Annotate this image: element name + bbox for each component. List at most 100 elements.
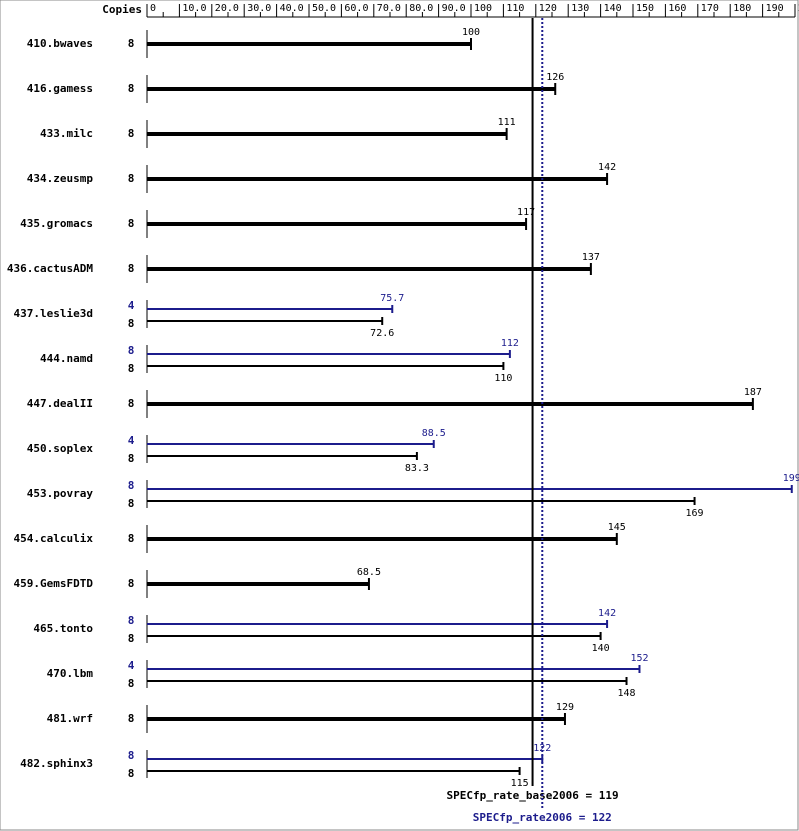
copies: 8 [128, 532, 135, 545]
copies: 8 [128, 632, 135, 645]
bar [147, 680, 627, 682]
value-label: 145 [608, 522, 626, 533]
bar [147, 308, 393, 310]
bar [147, 267, 591, 271]
bar [147, 353, 510, 355]
bar [147, 623, 608, 625]
x-tick-label: 10.0 [182, 3, 206, 14]
value-label: 122 [533, 743, 551, 754]
x-tick-label: 50.0 [312, 3, 336, 14]
x-tick-label: 140 [604, 3, 622, 14]
benchmark-name: 434.zeusmp [27, 172, 94, 185]
x-tick-label: 30.0 [247, 3, 271, 14]
copies: 8 [128, 172, 135, 185]
benchmark-name: 481.wrf [47, 712, 93, 725]
value-label: 117 [517, 207, 535, 218]
value-label: 83.3 [405, 463, 429, 474]
copies: 8 [128, 577, 135, 590]
copies: 8 [128, 452, 135, 465]
copies: 8 [128, 37, 135, 50]
value-label: 88.5 [422, 428, 446, 439]
x-tick-label: 70.0 [377, 3, 401, 14]
benchmark-name: 470.lbm [47, 667, 94, 680]
copies: 8 [128, 317, 135, 330]
benchmark-name: 454.calculix [14, 532, 94, 545]
benchmark-name: 450.soplex [27, 442, 94, 455]
copies: 8 [128, 362, 135, 375]
benchmark-name: 433.milc [40, 127, 93, 140]
copies: 4 [128, 434, 135, 447]
bar [147, 402, 753, 406]
bar [147, 582, 369, 586]
bar [147, 770, 520, 772]
x-tick-label: 190 [766, 3, 784, 14]
value-label: 140 [592, 643, 610, 654]
x-tick-label: 80.0 [409, 3, 433, 14]
x-tick-label: 150 [636, 3, 654, 14]
copies: 8 [128, 217, 135, 230]
x-tick-label: 20.0 [215, 3, 239, 14]
bar [147, 320, 383, 322]
reference-label: SPECfp_rate_base2006 = 119 [446, 789, 618, 802]
x-tick-label: 120 [539, 3, 557, 14]
x-tick-label: 160 [668, 3, 686, 14]
bar [147, 758, 543, 760]
value-label: 75.7 [380, 293, 404, 304]
copies: 8 [128, 767, 135, 780]
benchmark-name: 465.tonto [33, 622, 93, 635]
bar [147, 717, 565, 721]
bar [147, 222, 527, 226]
copies: 8 [128, 677, 135, 690]
bar [147, 500, 695, 502]
copies: 4 [128, 299, 135, 312]
value-label: 152 [630, 653, 648, 664]
benchmark-name: 453.povray [27, 487, 94, 500]
bar [147, 537, 617, 541]
bar [147, 132, 507, 136]
benchmark-name: 459.GemsFDTD [14, 577, 94, 590]
value-label: 169 [686, 508, 704, 519]
value-label: 100 [462, 27, 480, 38]
x-tick-label: 60.0 [344, 3, 368, 14]
bar [147, 455, 417, 457]
value-label: 115 [511, 778, 529, 789]
value-label: 187 [744, 387, 762, 398]
value-label: 110 [494, 373, 512, 384]
copies: 4 [128, 659, 135, 672]
value-label: 126 [546, 72, 564, 83]
value-label: 199 [783, 473, 799, 484]
value-label: 148 [617, 688, 635, 699]
bar [147, 42, 471, 46]
benchmark-name: 444.namd [40, 352, 93, 365]
x-tick-label: 0 [150, 3, 156, 14]
x-tick-label: 90.0 [442, 3, 466, 14]
value-label: 68.5 [357, 567, 381, 578]
value-label: 111 [498, 117, 516, 128]
value-label: 142 [598, 162, 616, 173]
value-label: 72.6 [370, 328, 394, 339]
value-label: 137 [582, 252, 600, 263]
copies-header: Copies [102, 3, 142, 16]
copies: 8 [128, 344, 135, 357]
bar [147, 668, 640, 670]
x-tick-label: 100 [474, 3, 492, 14]
x-tick-label: 170 [701, 3, 719, 14]
x-tick-label: 130 [571, 3, 589, 14]
bar [147, 443, 434, 445]
bar [147, 365, 504, 367]
x-tick-label: 180 [733, 3, 751, 14]
x-tick-label: 40.0 [280, 3, 304, 14]
benchmark-name: 416.gamess [27, 82, 93, 95]
copies: 8 [128, 479, 135, 492]
bar [147, 635, 601, 637]
value-label: 142 [598, 608, 616, 619]
benchmark-name: 410.bwaves [27, 37, 93, 50]
benchmark-name: 437.leslie3d [14, 307, 93, 320]
benchmark-name: 435.gromacs [20, 217, 93, 230]
reference-label: SPECfp_rate2006 = 122 [473, 811, 612, 824]
copies: 8 [128, 712, 135, 725]
copies: 8 [128, 397, 135, 410]
copies: 8 [128, 497, 135, 510]
